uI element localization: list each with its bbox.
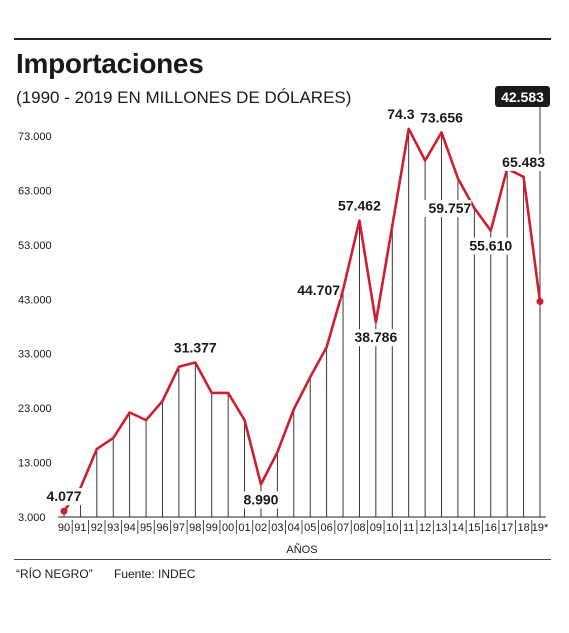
x-tick-label: 01 [238, 522, 250, 534]
data-label: 65.483 [502, 154, 545, 170]
data-label-bg [286, 281, 341, 299]
x-tick-label: 12 [419, 522, 431, 534]
data-label: 4.077 [46, 488, 81, 504]
x-tick-label: 06 [320, 522, 332, 534]
x-tick-label: 11 [403, 522, 414, 534]
y-tick-label: 23.000 [18, 403, 52, 415]
x-tick-label: 07 [337, 522, 349, 534]
x-tick-label: 02 [255, 522, 267, 534]
x-tick-label: 98 [189, 522, 201, 534]
data-label: 8.990 [243, 491, 278, 507]
x-tick-label: 97 [173, 522, 185, 534]
x-tick-label: 09 [370, 522, 382, 534]
highlight-label: 42.583 [501, 89, 544, 105]
top-rule [14, 38, 551, 40]
highlight-label-bg [495, 86, 550, 107]
end-point [536, 298, 544, 306]
data-label: 73.656 [420, 109, 463, 125]
line-chart: 3.000 13.000 23.000 33.000 43.000 53.000 63.00… [18, 86, 551, 556]
x-tick-label: 03 [271, 522, 283, 534]
x-tick-label: 91 [74, 522, 86, 534]
data-label-bg [168, 339, 222, 357]
x-tick-label: 05 [304, 522, 316, 534]
data-label-bg [418, 200, 472, 218]
y-tick-label: 13.000 [18, 458, 52, 470]
data-label-bg [464, 237, 518, 255]
data-label: 38.786 [354, 329, 397, 345]
y-tick-label: 33.000 [18, 349, 52, 361]
x-tick-label: 92 [91, 522, 103, 534]
x-tick-label: 16 [485, 522, 497, 534]
x-tick-label: 94 [124, 522, 136, 534]
x-tick-label: 18 [517, 522, 529, 534]
data-label-bg [414, 109, 469, 127]
start-point [60, 507, 68, 515]
y-tick-label: 73.000 [18, 131, 52, 143]
y-tick-label: 43.000 [18, 294, 52, 306]
x-tick-label: 90 [58, 522, 70, 534]
x-tick-label: 95 [140, 522, 152, 534]
x-tick-label: 17 [501, 522, 513, 534]
x-tick-label: 04 [288, 522, 300, 534]
x-tick-label: 15 [468, 522, 480, 534]
data-label-bg [349, 329, 403, 347]
data-label-bg [332, 197, 387, 215]
series-line [62, 127, 542, 513]
footer-source: Fuente: INDEC [114, 567, 196, 581]
data-label-bg [238, 491, 284, 509]
data-label-bg [496, 153, 551, 171]
y-tick-label: 3.000 [18, 512, 46, 524]
x-tick-label: 00 [222, 522, 234, 534]
x-tick-label: 08 [353, 522, 365, 534]
data-label: 55.610 [469, 238, 512, 254]
footer-credit: “RÍO NEGRO” [16, 567, 93, 581]
y-tick-label: 53.000 [18, 240, 52, 252]
x-tick-label: 13 [435, 522, 447, 534]
x-tick-label: 19* [532, 522, 549, 534]
chart-subtitle: (1990 - 2019 EN MILLONES DE DÓLARES) [16, 88, 352, 107]
x-axis-title: AÑOS [286, 543, 317, 556]
x-tick-label: 14 [452, 522, 464, 534]
data-label: 59.757 [429, 200, 472, 216]
x-tick-label: 96 [156, 522, 168, 534]
data-label: 57.462 [338, 198, 381, 214]
y-tick-label: 63.000 [18, 185, 52, 197]
bottom-rule [14, 559, 551, 560]
data-label: 31.377 [174, 340, 217, 356]
data-label-bg [41, 488, 87, 506]
x-tick-label: 93 [107, 522, 119, 534]
data-label: 44.707 [297, 282, 340, 298]
x-tick-label: 10 [386, 522, 398, 534]
x-tick-label: 99 [206, 522, 218, 534]
chart-title: Importaciones [16, 48, 204, 79]
